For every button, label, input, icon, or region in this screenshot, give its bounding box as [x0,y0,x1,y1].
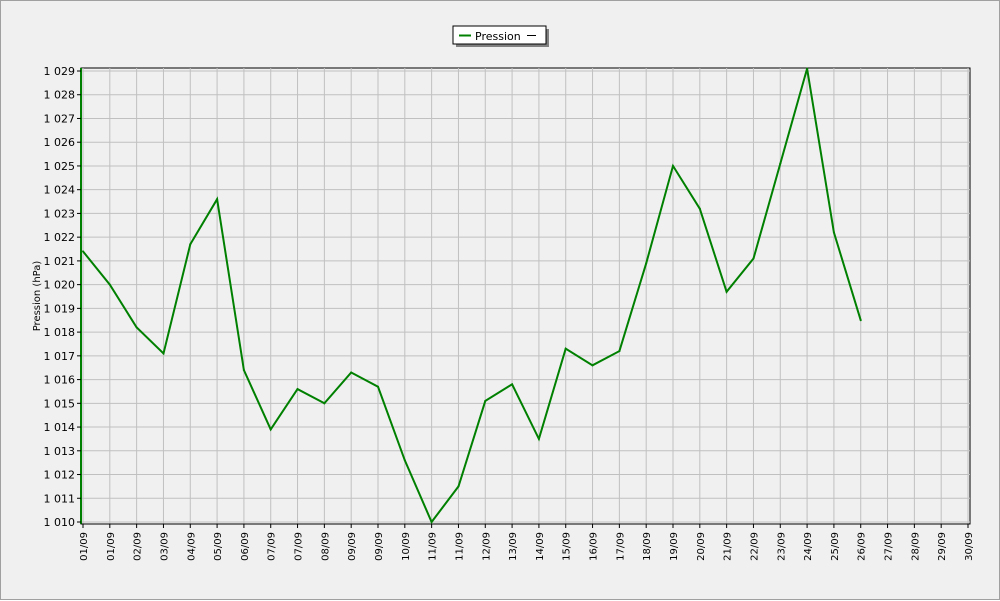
data-point [484,399,487,402]
y-tick-label: 1 027 [44,112,76,125]
data-point [216,198,219,201]
data-point [242,369,245,372]
data-point [832,231,835,234]
x-tick-label: 29/09 [937,532,948,561]
y-tick-label: 1 014 [44,421,76,434]
y-tick-label: 1 026 [44,136,76,149]
y-tick-label: 1 011 [44,492,76,505]
series-line-pression [82,68,862,524]
data-point [618,350,621,353]
x-tick-label: 03/09 [159,532,170,561]
series-layer [82,67,862,524]
grid [80,68,970,525]
data-point [189,243,192,246]
x-tick-label: 04/09 [186,532,197,561]
x-tick-label: 24/09 [803,532,814,561]
x-tick-label: 08/09 [320,532,331,561]
x-tick-label: 22/09 [749,532,760,561]
plot-area [80,67,971,525]
data-point [752,257,755,260]
x-tick-label: 27/09 [884,532,895,561]
x-tick-label: 01/09 [106,532,117,561]
x-tick-label: 07/09 [267,532,278,561]
x-tick-label: 25/09 [830,532,841,561]
x-tick-label: 12/09 [481,532,492,561]
x-tick-label: 11/09 [428,532,439,561]
legend: Pression [452,25,549,47]
data-point [564,347,567,350]
x-tick-label: 28/09 [910,532,921,561]
y-tick-label: 1 029 [44,65,76,78]
y-tick-label: 1 028 [44,89,76,102]
data-point [537,437,540,440]
y-axis: 1 010 1 011 1 012 1 013 1 014 1 015 1 016 1 017… [44,65,81,529]
data-point [779,162,782,165]
x-tick-label: 17/09 [615,532,626,561]
y-tick-label: 1 010 [44,516,76,529]
data-point [457,485,460,488]
x-axis: 01/09 01/09 02/09 03/09 04/09 05/09 06/09 07/09… [79,524,975,561]
data-point [323,402,326,405]
data-point [645,262,648,265]
x-tick-label: 13/09 [508,532,519,561]
data-point [430,521,433,523]
data-point [403,459,406,462]
x-tick-label: 15/09 [562,532,573,561]
y-tick-label: 1 017 [44,350,76,363]
data-point [135,326,138,329]
x-tick-label: 05/09 [213,532,224,561]
y-tick-label: 1 025 [44,160,76,173]
y-tick-label: 1 015 [44,397,76,410]
data-point [511,383,514,386]
data-point [698,207,701,210]
x-tick-label: 30/09 [964,532,975,561]
x-tick-label: 26/09 [857,532,868,561]
y-tick-label: 1 023 [44,207,76,220]
y-tick-label: 1 016 [44,374,76,387]
y-tick-label: 1 012 [44,469,76,482]
y-tick-label: 1 024 [44,184,76,197]
x-tick-label: 16/09 [589,532,600,561]
x-tick-label: 18/09 [642,532,653,561]
x-tick-label: 07/09 [294,532,305,561]
data-point [350,371,353,374]
x-tick-label: 09/09 [374,532,385,561]
data-point [296,388,299,391]
data-point [859,319,862,322]
data-point [108,283,111,286]
y-tick-label: 1 021 [44,255,76,268]
data-point [725,290,728,293]
data-point [377,385,379,388]
data-point [269,428,272,431]
data-point [82,250,84,253]
x-tick-label: 01/09 [79,532,90,561]
data-point [806,67,809,70]
x-tick-label: 06/09 [240,532,251,561]
data-point [162,352,165,355]
x-tick-label: 19/09 [669,532,680,561]
x-tick-label: 21/09 [723,532,734,561]
x-tick-label: 20/09 [696,532,707,561]
x-tick-label: 11/09 [454,532,465,561]
y-tick-label: 1 020 [44,279,76,292]
data-point [591,364,594,367]
legend-label: Pression [475,30,521,43]
x-tick-label: 14/09 [535,532,546,561]
y-axis-label: Pression (hPa) [32,261,43,332]
y-tick-label: 1 019 [44,302,76,315]
y-tick-label: 1 022 [44,231,76,244]
y-tick-label: 1 013 [44,445,76,458]
x-tick-label: 09/09 [347,532,358,561]
x-tick-label: 23/09 [776,532,787,561]
data-point [672,164,674,167]
x-tick-label: 02/09 [133,532,144,561]
x-tick-label: 10/09 [401,532,412,561]
legend-box [452,25,547,45]
y-tick-label: 1 018 [44,326,76,339]
